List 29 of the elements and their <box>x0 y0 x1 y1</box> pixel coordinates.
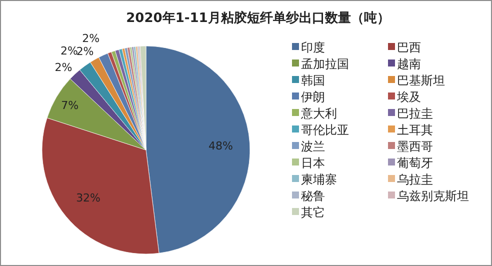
legend-label: 葡萄牙 <box>397 156 433 170</box>
legend-label: 韩国 <box>301 74 325 88</box>
legend-label: 埃及 <box>396 90 421 104</box>
data-label: 2% <box>60 44 78 58</box>
legend-label: 意大利 <box>300 106 337 120</box>
legend-label: 孟加拉国 <box>301 57 349 71</box>
data-label: 2% <box>54 60 72 74</box>
legend-label: 巴拉圭 <box>397 106 433 120</box>
data-label: 48% <box>208 139 233 152</box>
legend-label: 印度 <box>301 40 325 54</box>
legend-label: 巴西 <box>397 40 421 54</box>
legend-label: 巴基斯坦 <box>397 74 445 88</box>
legend-label: 乌兹别克斯坦 <box>397 189 469 203</box>
legend-label: 乌拉圭 <box>397 172 433 186</box>
legend-label: 波兰 <box>301 140 325 154</box>
data-label: 2% <box>82 32 100 45</box>
legend-label: 柬埔寨 <box>301 172 337 186</box>
legend-label: 越南 <box>397 57 421 71</box>
legend-label: 墨西哥 <box>397 140 433 154</box>
legend-label: 秘鲁 <box>301 189 325 203</box>
legend-label: 日本 <box>301 156 325 170</box>
legend-label: 其它 <box>301 206 325 220</box>
data-label: 7% <box>61 99 79 112</box>
legend-label: 哥伦比亚 <box>301 123 349 137</box>
data-label: 2% <box>76 44 94 58</box>
legend-label: 伊朗 <box>301 90 325 104</box>
legend-label: 土耳其 <box>397 123 433 137</box>
data-label: 32% <box>76 192 101 205</box>
chart-title: 2020年1-11月粘胶短纤单纱出口数量（吨） <box>126 10 390 26</box>
